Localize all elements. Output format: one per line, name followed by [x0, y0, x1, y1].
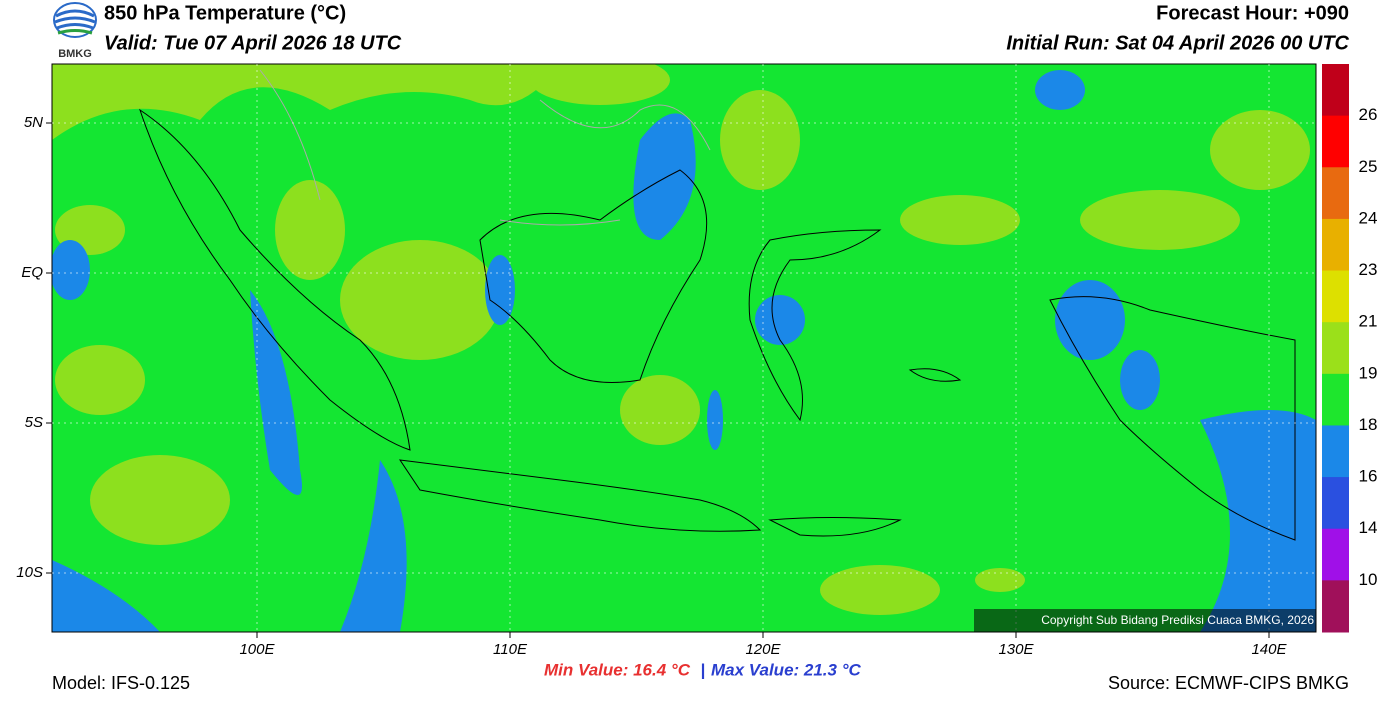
- title: 850 hPa Temperature (°C): [104, 2, 346, 24]
- copyright-box: [974, 609, 1316, 632]
- colorbar-segment: [1322, 115, 1349, 168]
- lon-label: 130E: [998, 641, 1034, 658]
- colorbar-segment: [1322, 322, 1349, 375]
- colorbar-segment: [1322, 218, 1349, 272]
- colorbar-label: 16: [1359, 467, 1378, 486]
- colorbar-segment: [1322, 528, 1349, 581]
- min-value: Min Value: 16.4 °C: [544, 660, 691, 679]
- lat-label: 10S: [16, 564, 43, 581]
- colorbar-segment: [1322, 270, 1349, 323]
- forecast-hour: Forecast Hour: +090: [1156, 2, 1349, 24]
- colorbar-label: 21: [1359, 312, 1378, 331]
- colorbar-segment: [1322, 64, 1349, 117]
- colorbar-segment: [1322, 477, 1349, 530]
- colorbar-label: 25: [1359, 157, 1378, 176]
- valid-time: Valid: Tue 07 April 2026 18 UTC: [104, 32, 402, 54]
- colorbar-label: 19: [1359, 363, 1378, 382]
- colorbar-segment: [1322, 580, 1349, 633]
- lon-label: 140E: [1251, 641, 1287, 658]
- model: Model: IFS-0.125: [52, 673, 190, 693]
- warm-areas: [52, 64, 1310, 615]
- lon-label: 110E: [493, 641, 528, 658]
- colorbar-label: 14: [1359, 518, 1378, 537]
- initial-run: Initial Run: Sat 04 April 2026 00 UTC: [1006, 32, 1349, 54]
- coastlines: [139, 108, 1296, 541]
- borders: [259, 69, 711, 226]
- logo: BMKG: [53, 2, 97, 60]
- source: Source: ECMWF-CIPS BMKG: [1108, 673, 1349, 693]
- max-value: Max Value: 21.3 °C: [711, 660, 862, 679]
- colorbar-label: 23: [1359, 260, 1378, 279]
- colorbar-segment: [1322, 167, 1349, 220]
- colorbar-label: 24: [1359, 208, 1378, 227]
- logo-text: BMKG: [58, 48, 92, 60]
- separator: |: [701, 660, 706, 679]
- colorbar-segment: [1322, 425, 1349, 478]
- graticule: 5N EQ 5S 10S 100E 110E 120E 130E 140E: [16, 64, 1316, 658]
- map: 5N EQ 5S 10S 100E 110E 120E 130E 140E Copyright …: [16, 63, 1317, 658]
- colorbar-label: 10: [1359, 570, 1378, 589]
- colorbar: 26 25 24 23 21 19 18 16 14 10: [1322, 64, 1377, 633]
- lon-label: 100E: [239, 641, 275, 658]
- lat-label: EQ: [21, 264, 43, 281]
- colorbar-label: 18: [1359, 415, 1378, 434]
- copyright: Copyright Sub Bidang Prediksi Cuaca BMKG…: [1041, 613, 1314, 627]
- colorbar-label: 26: [1359, 105, 1378, 124]
- cool-areas: [52, 70, 1316, 632]
- lat-label: 5N: [24, 114, 43, 131]
- colorbar-segment: [1322, 373, 1349, 426]
- lon-label: 120E: [745, 641, 781, 658]
- lat-label: 5S: [25, 414, 43, 431]
- map-frame: [51, 63, 1317, 633]
